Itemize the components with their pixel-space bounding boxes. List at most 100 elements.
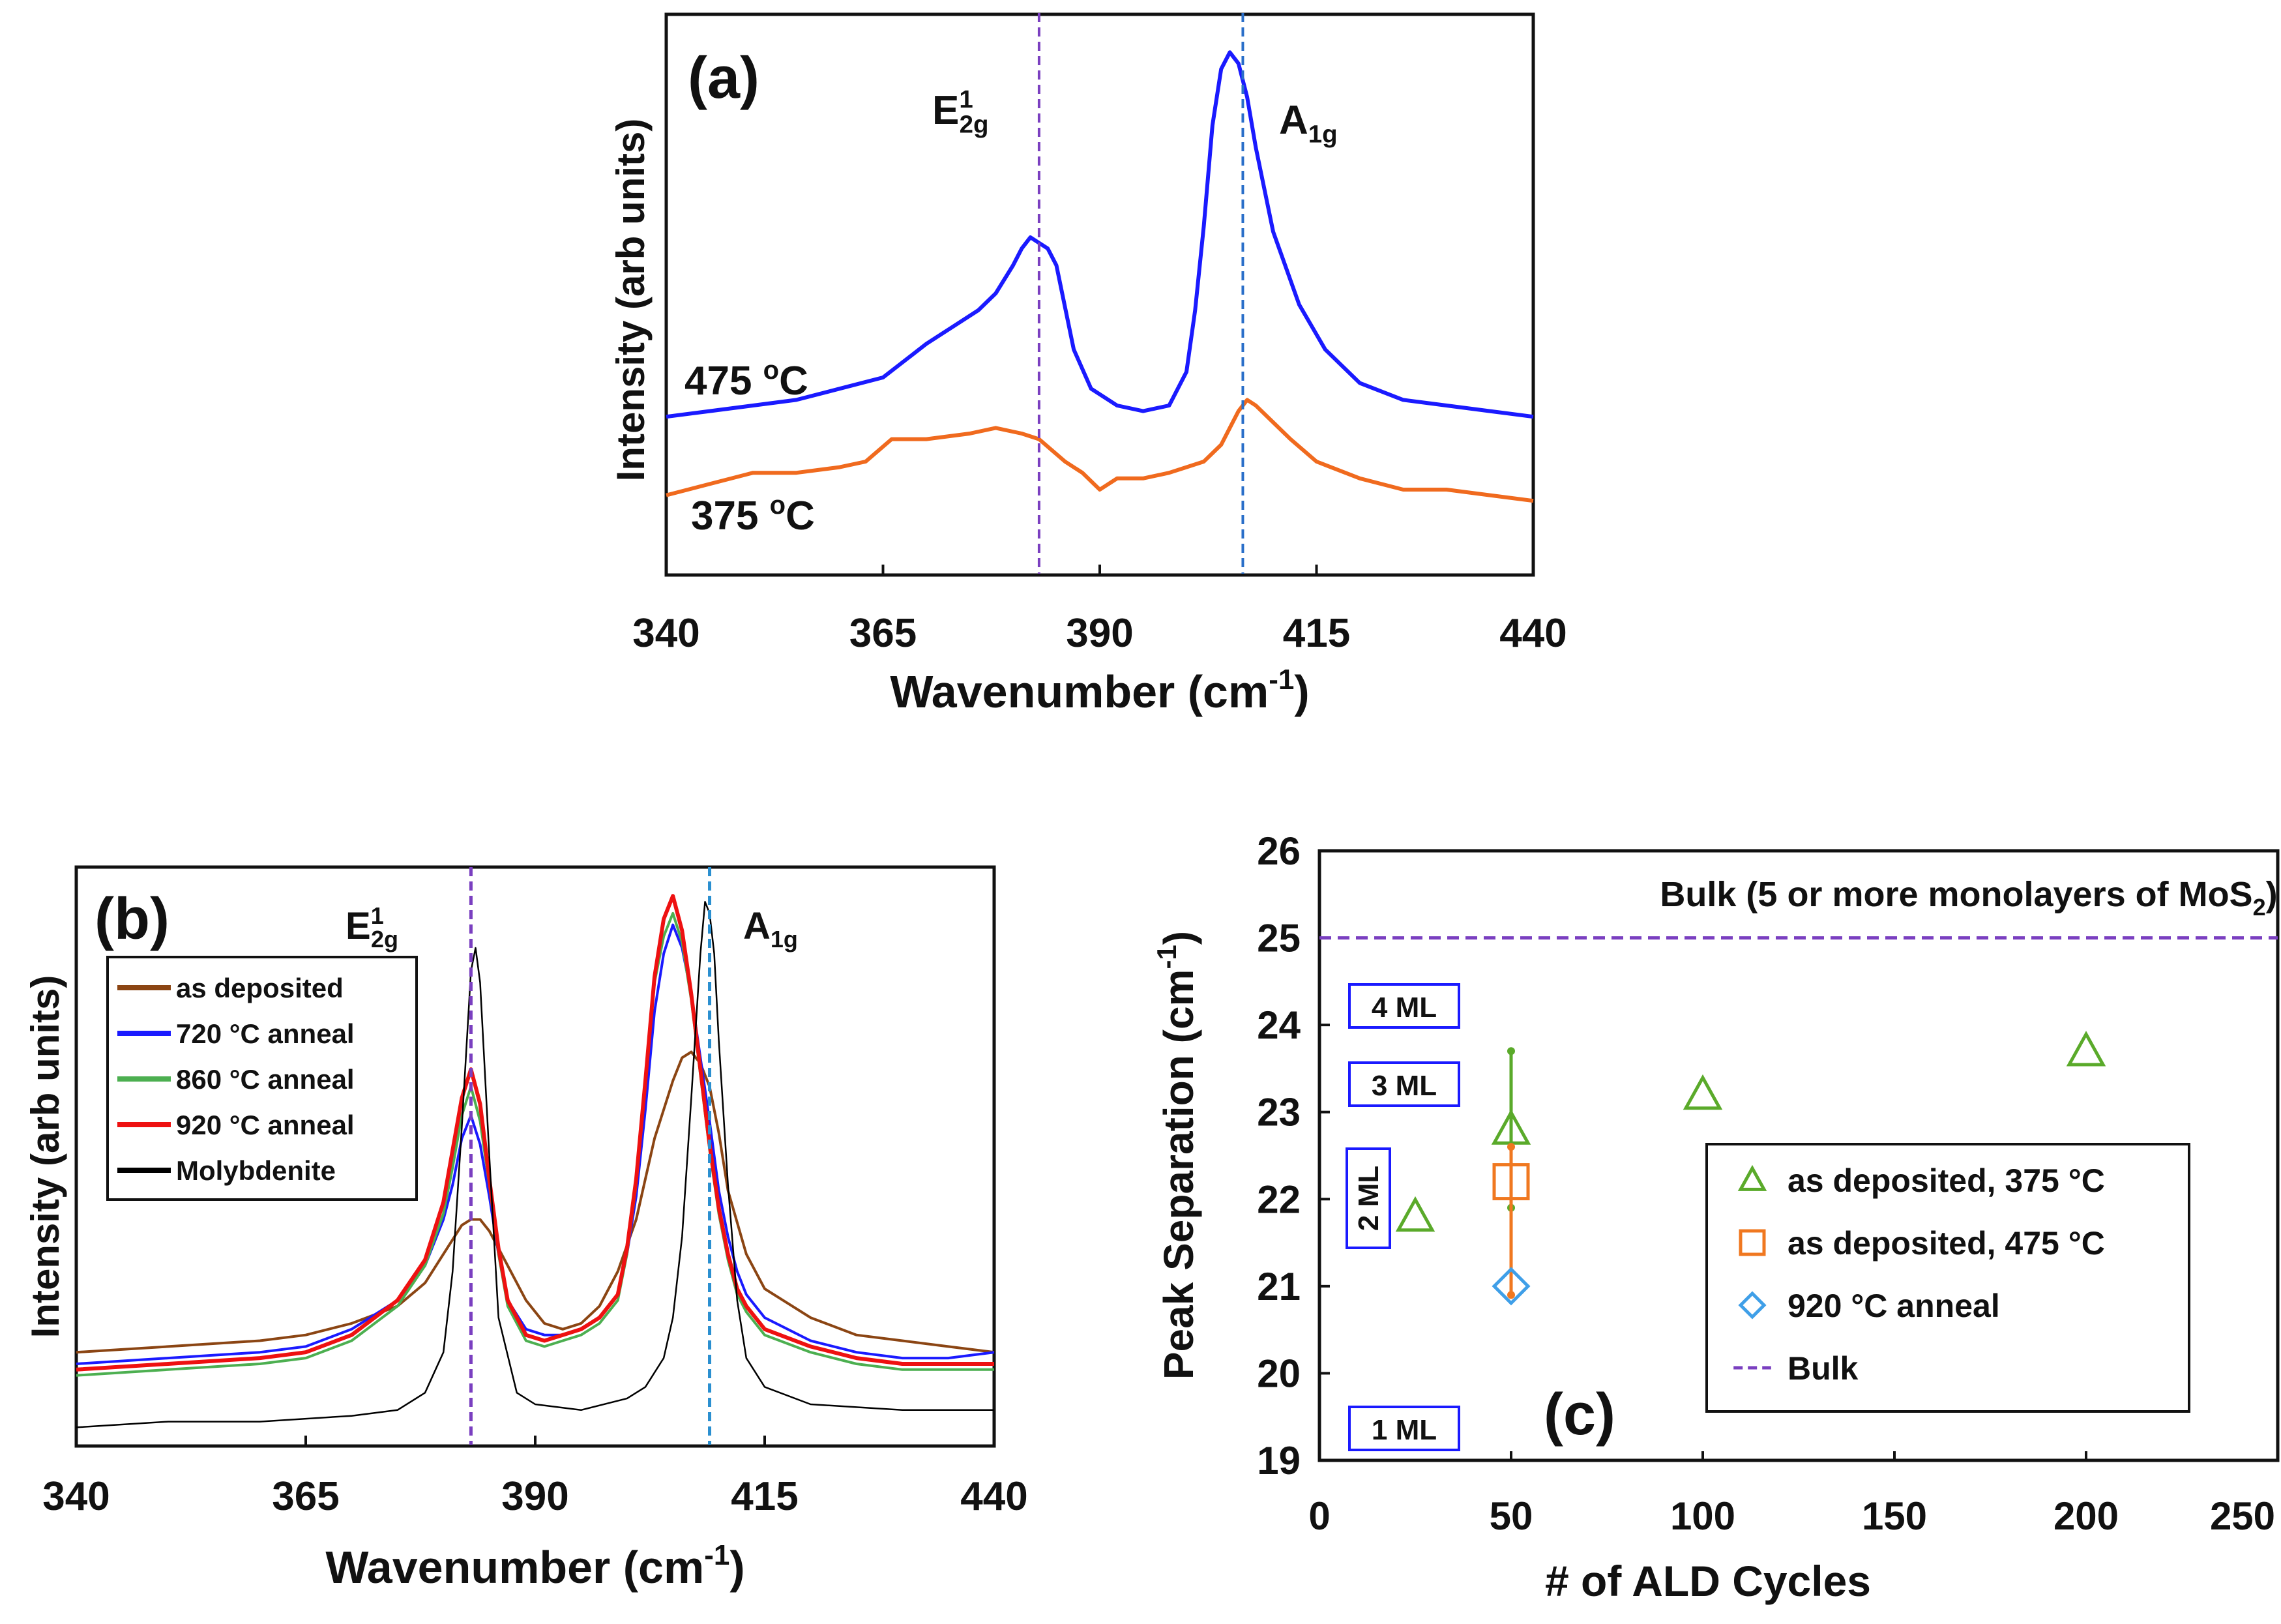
panel-b-label: (b) <box>95 887 169 952</box>
legend-marker-square <box>1739 1229 1766 1256</box>
panel-c-y-axis-label: Peak Separation (cm-1) <box>1151 931 1202 1380</box>
x-tick-label: 0 <box>1308 1494 1330 1538</box>
panel-c-x-axis-label: # of ALD Cycles <box>1545 1557 1871 1605</box>
ml-box-frame <box>1348 983 1460 1029</box>
x-tick-label: 415 <box>1283 611 1350 656</box>
error-cap <box>1507 1047 1515 1056</box>
panel-c-y-ticks: 19 20 21 22 23 24 25 26 <box>1257 829 1330 1483</box>
legend-label: 920 °C anneal <box>176 1110 355 1140</box>
series-line-1 <box>666 398 1534 503</box>
legend-label: as deposited, 375 °C <box>1788 1162 2105 1199</box>
panel-b-peak-markers <box>469 867 712 1445</box>
legend-label: Molybdenite <box>176 1155 336 1186</box>
y-tick-label: 23 <box>1257 1091 1301 1134</box>
error-cap <box>1507 1143 1515 1151</box>
ml-box-frame <box>1346 1147 1391 1249</box>
x-tick-label: 200 <box>2053 1494 2119 1538</box>
x-tick-label: 440 <box>960 1474 1027 1519</box>
data-point-triangle <box>1395 1196 1435 1232</box>
ml-box-label: 2 ML <box>1353 1166 1385 1231</box>
x-tick-label: 150 <box>1862 1494 1927 1538</box>
panel-c-legend: as deposited, 375 °C as deposited, 475 °C… <box>1705 1143 2190 1413</box>
x-tick-label: 390 <box>501 1474 568 1519</box>
legend-label: 920 °C anneal <box>1788 1288 2000 1324</box>
ml-box-label: 1 ML <box>1372 1414 1437 1446</box>
peak-label-a1g: A1g <box>743 905 798 952</box>
ml-box-label: 4 ML <box>1372 992 1437 1024</box>
panel-a-x-ticks: 340 365 390 415 440 <box>632 565 1567 656</box>
data-point-square <box>1492 1163 1530 1201</box>
ml-box-frame <box>1348 1406 1460 1451</box>
x-tick-label: 365 <box>272 1474 339 1519</box>
data-point-triangle <box>1683 1074 1723 1110</box>
peak-label-a1g: A1g <box>1279 98 1338 149</box>
x-tick-label: 100 <box>1670 1494 1735 1538</box>
x-tick-label: 340 <box>632 611 699 656</box>
panel-c-legend-box <box>1705 1143 2190 1413</box>
legend-label: as deposited <box>176 973 344 1003</box>
panel-a: E1 2g A1g 340 365 390 415 440 (a) 475 oC 375 o… <box>609 12 1567 717</box>
legend-marker-triangle <box>1737 1164 1767 1191</box>
panel-c-plot-frame <box>1317 849 2280 1462</box>
panel-a-series-label-475: 475 oC <box>684 356 808 404</box>
x-tick-label: 50 <box>1490 1494 1533 1538</box>
series-line-4 <box>76 900 994 1428</box>
panel-c-ml-box-4: 4 ML <box>1348 983 1460 1029</box>
panel-b-x-ticks: 340 365 390 415 440 <box>42 1436 1028 1519</box>
panel-b-legend: as deposited 720 °C anneal 860 °C anneal 92… <box>106 956 418 1201</box>
y-tick-label: 21 <box>1257 1265 1301 1308</box>
panel-a-x-axis-label: Wavenumber (cm-1) <box>890 664 1309 717</box>
legend-label: 720 °C anneal <box>176 1018 355 1049</box>
y-tick-label: 20 <box>1257 1351 1301 1395</box>
panel-a-peak-markers <box>1037 13 1244 574</box>
panel-c-ml-box-1: 1 ML <box>1348 1406 1460 1451</box>
x-tick-label: 340 <box>42 1474 110 1519</box>
x-tick-label: 415 <box>731 1474 798 1519</box>
x-tick-label: 365 <box>849 611 917 656</box>
panel-b-y-axis-label: Intensity (arb units) <box>23 975 67 1338</box>
ml-box-frame <box>1348 1061 1460 1107</box>
panel-c-bulk-label: Bulk (5 or more monolayers of MoS2) <box>1660 875 2277 921</box>
y-tick-label: 26 <box>1257 829 1301 873</box>
panel-b-x-axis-label: Wavenumber (cm-1) <box>325 1539 744 1593</box>
legend-label: Bulk <box>1788 1350 1859 1387</box>
panel-b-plot-frame <box>74 865 996 1448</box>
panel-b-legend-items: as deposited 720 °C anneal 860 °C anneal 92… <box>117 973 355 1186</box>
data-point-triangle <box>2066 1031 2106 1067</box>
y-tick-label: 25 <box>1257 917 1301 960</box>
panel-c-data-points <box>1395 1031 2106 1306</box>
y-tick-label: 19 <box>1257 1439 1301 1483</box>
series-line-2 <box>76 911 994 1377</box>
error-cap <box>1507 1291 1515 1299</box>
panel-c-x-ticks: 0 50 100 150 200 250 <box>1308 1451 2279 1538</box>
panel-c-ml-box-3: 3 ML <box>1348 1061 1460 1107</box>
series-line-0 <box>76 1050 995 1354</box>
series-line-3 <box>76 894 994 1372</box>
panel-b-series-group <box>76 894 995 1428</box>
series-line-0 <box>666 50 1534 419</box>
ml-box-label: 3 ML <box>1372 1070 1437 1102</box>
panel-c-legend-items: as deposited, 375 °C as deposited, 475 °C… <box>1733 1162 2105 1387</box>
panel-a-plot-frame <box>664 12 1535 577</box>
peak-label-e2g: E1 2g <box>346 902 398 952</box>
x-tick-label: 250 <box>2210 1494 2275 1538</box>
panel-a-peak-labels: E1 2g A1g <box>932 85 1338 148</box>
panel-b: E1 2g A1g 340 365 390 415 440 (b) as deposited… <box>23 865 1028 1593</box>
x-tick-label: 390 <box>1066 611 1133 656</box>
panel-a-series-group <box>666 50 1534 503</box>
legend-label: 860 °C anneal <box>176 1064 355 1095</box>
panel-a-y-axis-label: Intensity (arb units) <box>609 119 653 482</box>
data-point-diamond <box>1492 1267 1531 1306</box>
x-tick-label: 440 <box>1499 611 1567 656</box>
legend-label: as deposited, 475 °C <box>1788 1225 2105 1262</box>
panel-a-series-label-375: 375 oC <box>691 491 815 539</box>
panel-c-label: (c) <box>1544 1382 1615 1447</box>
panel-a-label: (a) <box>688 46 759 111</box>
panel-c: 19 20 21 22 23 24 25 26 0 50 100 150 200 250 Bulk (5… <box>1151 829 2280 1605</box>
peak-label-e2g: E1 2g <box>932 85 988 138</box>
legend-marker-diamond <box>1738 1291 1767 1320</box>
y-tick-label: 24 <box>1257 1003 1301 1047</box>
panel-b-peak-labels: E1 2g A1g <box>346 902 798 952</box>
y-tick-label: 22 <box>1257 1177 1301 1221</box>
